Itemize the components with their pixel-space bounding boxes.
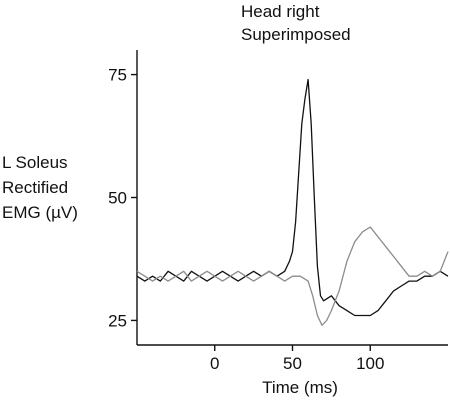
chart-title-line-1: Head right — [241, 2, 320, 21]
chart-title: Head right Superimposed — [241, 2, 351, 44]
x-axis-label: Time (ms) — [262, 378, 338, 397]
y-axis-label: L Soleus Rectified EMG (µV) — [2, 153, 78, 222]
series-line-2 — [136, 226, 449, 326]
y-tick-label: 25 — [108, 311, 127, 330]
series-line-1 — [136, 78, 449, 317]
x-tick-label: 50 — [283, 354, 302, 373]
plot-area: 25 50 75 0 50 100 — [108, 50, 449, 373]
y-axis-label-line-1: L Soleus — [2, 153, 68, 172]
y-axis-label-line-2: Rectified — [2, 178, 68, 197]
x-tick-label: 0 — [210, 354, 219, 373]
y-tick-label: 50 — [108, 189, 127, 208]
x-tick-label: 100 — [356, 354, 384, 373]
y-axis-label-line-3: EMG (µV) — [2, 203, 78, 222]
y-tick-label: 75 — [108, 66, 127, 85]
chart-title-line-2: Superimposed — [241, 25, 351, 44]
